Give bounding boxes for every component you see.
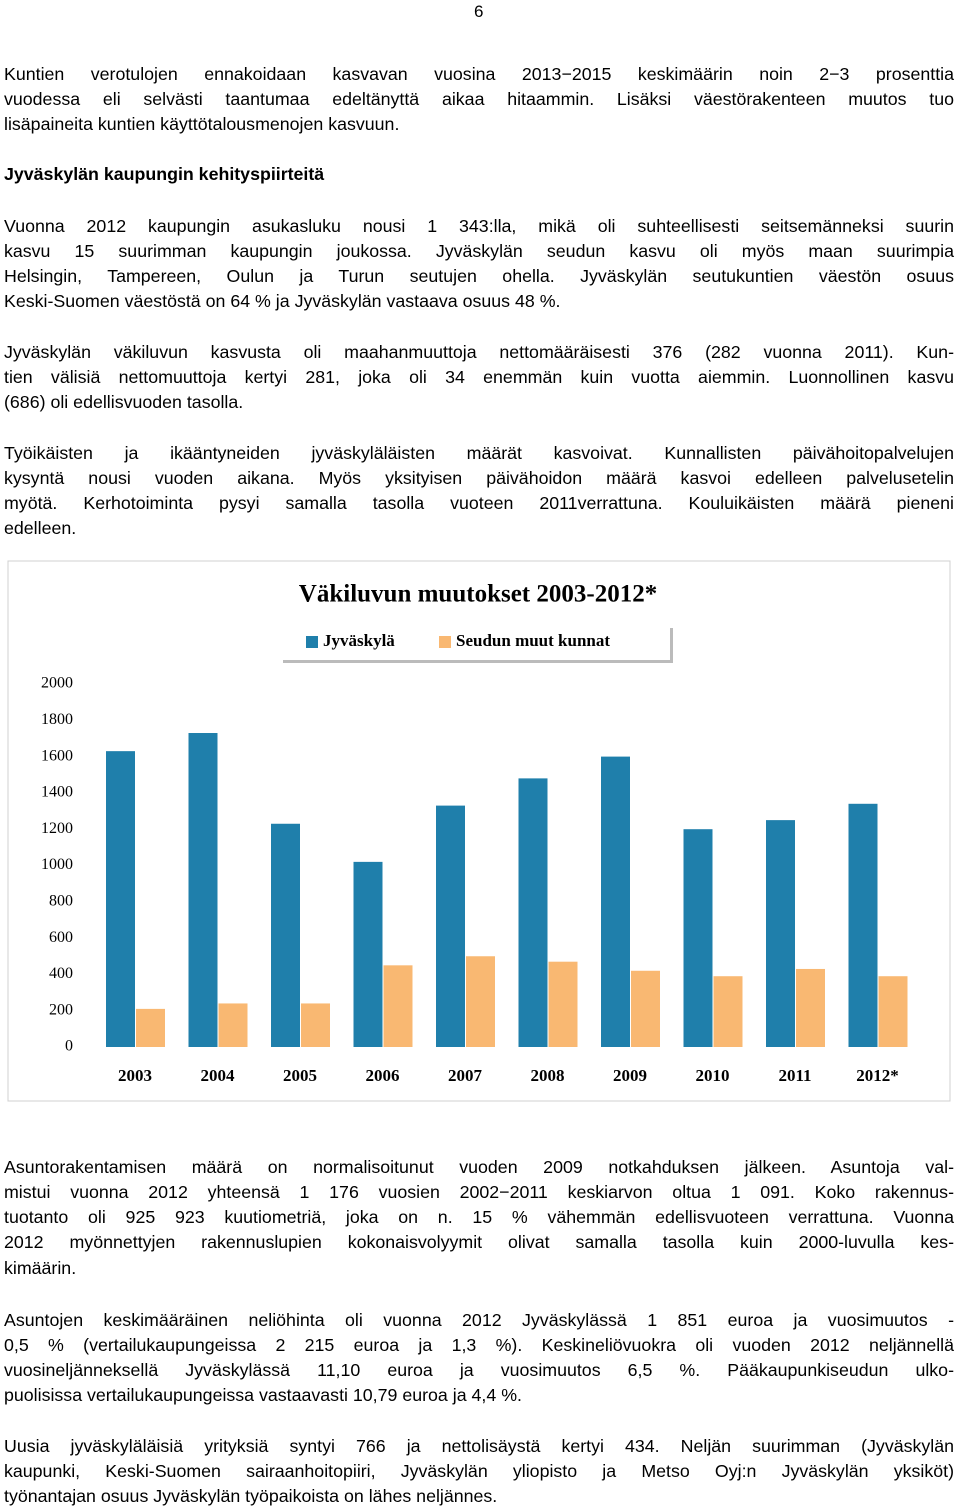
bar <box>848 803 878 1047</box>
text-line: vuosineljänneksellä Jyväskylässä 11,10 e… <box>4 1360 954 1381</box>
text-line: Jyväskylän väkiluvun kasvusta oli maahan… <box>4 341 954 362</box>
bar <box>878 976 908 1047</box>
text-line: mistui vuonna 2012 yhteensä 1 176 vuosie… <box>4 1181 954 1202</box>
x-tick-label: 2003 <box>118 1066 152 1085</box>
bar <box>301 1003 330 1047</box>
text-line: Asuntorakentamisen määrä on normalisoitu… <box>4 1156 954 1177</box>
bar <box>713 976 743 1047</box>
y-tick-label: 400 <box>49 965 73 982</box>
bar <box>601 756 630 1047</box>
bar <box>383 965 413 1047</box>
y-tick-label: 1800 <box>41 711 73 728</box>
text-line: kasvu 15 suurimman kaupungin joukossa. J… <box>4 240 954 261</box>
text-line: Työikäisten ja ikääntyneiden jyväskylälä… <box>4 442 954 463</box>
legend-swatch <box>439 636 451 648</box>
chart: Väkiluvun muutokset 2003-2012* 0 200 400 60… <box>7 560 951 1102</box>
y-tick-label: 0 <box>65 1038 73 1055</box>
bar <box>218 1003 248 1047</box>
text-line: (686) oli edellisvuoden tasolla. <box>4 392 244 413</box>
legend-label: Seudun muut kunnat <box>456 631 610 650</box>
legend-swatch <box>306 636 318 648</box>
text-line: Kuntien verotulojen ennakoidaan kasvavan… <box>4 63 954 84</box>
y-tick-label: 1600 <box>41 747 73 764</box>
bar <box>436 805 465 1047</box>
text-line: kysyntä nousi vuoden aikana. Myös yksity… <box>4 467 954 488</box>
text-line: lisäpaineita kuntien käyttötalousmenojen… <box>4 114 400 135</box>
x-tick-label: 2008 <box>531 1066 565 1085</box>
bar <box>796 968 825 1047</box>
text-line: Asuntojen keskimääräinen neliöhinta oli … <box>4 1309 954 1330</box>
bar <box>271 823 300 1047</box>
bar <box>548 961 578 1047</box>
bar <box>106 751 135 1047</box>
x-tick-label: 2007 <box>448 1066 483 1085</box>
heading: Jyväskylän kaupungin kehityspiirteitä <box>4 164 325 184</box>
text-line: 2012 myönnettyjen rakennuslupien kokonai… <box>4 1232 954 1253</box>
text-line: myötä. Kerhotoiminta pysyi samalla tasol… <box>4 493 954 514</box>
x-tick-label: 2009 <box>613 1066 647 1085</box>
y-tick-label: 1000 <box>41 856 73 873</box>
bar <box>466 956 495 1047</box>
y-tick-label: 2000 <box>41 675 73 692</box>
text-line: työnantajan osuus Jyväskylän työpaikoist… <box>4 1486 498 1507</box>
y-tick-label: 1200 <box>41 820 73 837</box>
x-tick-label: 2006 <box>366 1066 400 1085</box>
bar <box>518 778 548 1047</box>
text-line: Vuonna 2012 kaupungin asukasluku nousi 1… <box>4 215 954 236</box>
text-line: Helsingin, Tampereen, Oulun ja Turun seu… <box>4 266 954 287</box>
bar <box>188 733 218 1047</box>
text-line: 0,5 % (vertailukaupungeissa 2 215 euroa … <box>4 1334 954 1355</box>
bar <box>631 970 660 1047</box>
text-line: vuodessa eli selvästi taantumaa edeltäny… <box>4 88 954 109</box>
y-tick-label: 600 <box>49 929 73 946</box>
text-line: Keski-Suomen väestöstä on 64 % ja Jyväsk… <box>4 291 561 312</box>
x-tick-label: 2011 <box>778 1066 811 1085</box>
bar <box>136 1008 165 1047</box>
text-line: kaupunki, Keski-Suomen sairaanhoitopiiri… <box>4 1460 954 1481</box>
bar <box>766 820 795 1047</box>
chart-title: Väkiluvun muutokset 2003-2012* <box>299 581 657 608</box>
x-tick-label: 2010 <box>696 1066 730 1085</box>
x-tick-label: 2005 <box>283 1066 317 1085</box>
y-tick-label: 800 <box>49 892 73 909</box>
x-tick-label: 2012* <box>856 1066 899 1085</box>
bar <box>683 829 713 1047</box>
legend-box <box>280 625 670 660</box>
text-line: kimäärin. <box>4 1257 77 1278</box>
text-line: edelleen. <box>4 518 77 539</box>
bar <box>353 861 383 1047</box>
legend-label: Jyväskylä <box>323 631 395 650</box>
y-tick-label: 1400 <box>41 784 73 801</box>
text-line: tuotanto oli 925 923 kuutiometriä, joka … <box>4 1207 954 1228</box>
y-tick-label: 200 <box>49 1001 73 1018</box>
text-line: puolisissa vertailukaupungeissa vastaava… <box>4 1385 522 1406</box>
x-tick-label: 2004 <box>201 1066 236 1085</box>
page-number: 6 <box>474 2 484 21</box>
text-line: tien välisiä nettomuuttoja kertyi 281, j… <box>4 366 954 387</box>
text-line: Uusia jyväskyläläisiä yrityksiä syntyi 7… <box>4 1435 954 1456</box>
